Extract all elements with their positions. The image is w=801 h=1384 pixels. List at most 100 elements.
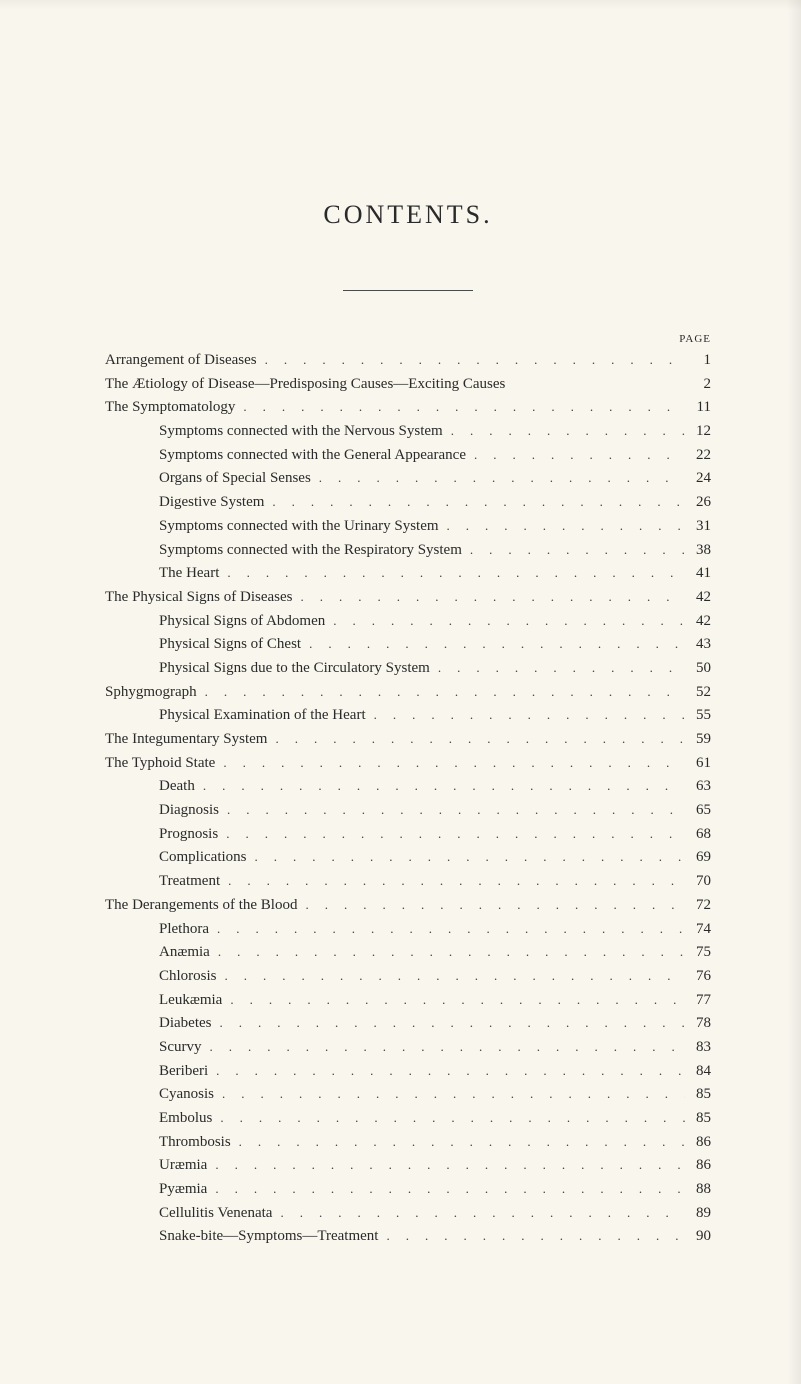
toc-entry: Scurvy..................................… — [105, 1036, 711, 1060]
toc-leader-dots: ...................................... — [195, 776, 685, 797]
toc-entry-page: 68 — [685, 823, 711, 847]
toc-entry: Leukæmia................................… — [105, 989, 711, 1013]
toc-entry-page: 76 — [685, 965, 711, 989]
toc-entry-label: Organs of Special Senses — [159, 467, 311, 491]
toc-entry-page: 86 — [685, 1131, 711, 1155]
toc-leader-dots: ...................................... — [439, 516, 685, 537]
contents-title: CONTENTS. — [105, 200, 711, 230]
toc-entry-page: 78 — [685, 1012, 711, 1036]
toc-leader-dots: ...................................... — [292, 587, 685, 608]
toc-entry: Beriberi................................… — [105, 1060, 711, 1084]
toc-leader-dots: ...................................... — [220, 871, 685, 892]
toc-leader-dots: ...................................... — [211, 1013, 685, 1034]
toc-entry-label: Symptoms connected with the General Appe… — [159, 444, 466, 468]
toc-entry: Physical Signs of Abdomen...............… — [105, 610, 711, 634]
toc-entry-page: 85 — [685, 1083, 711, 1107]
toc-entry-page: 77 — [685, 989, 711, 1013]
toc-leader-dots: ...................................... — [301, 634, 685, 655]
toc-entry: The Physical Signs of Diseases..........… — [105, 586, 711, 610]
toc-entry-page: 50 — [685, 657, 711, 681]
toc-leader-dots: ...................................... — [222, 990, 685, 1011]
toc-entry-label: Physical Signs of Chest — [159, 633, 301, 657]
toc-leader-dots: ...................................... — [311, 468, 685, 489]
toc-entry-page: 1 — [685, 349, 711, 373]
toc-leader-dots: ...................................... — [217, 966, 685, 987]
toc-leader-dots: ...................................... — [215, 753, 685, 774]
toc-leader-dots: ...................................... — [297, 895, 685, 916]
toc-entry: Snake-bite—Symptoms—Treatment...........… — [105, 1225, 711, 1249]
toc-entry-label: Symptoms connected with the Nervous Syst… — [159, 420, 443, 444]
toc-leader-dots: ...................................... — [218, 824, 685, 845]
toc-leader-dots: ...................................... — [219, 563, 685, 584]
toc-entry-page: 63 — [685, 775, 711, 799]
toc-entry-label: The Ætiology of Disease—Predisposing Cau… — [105, 373, 505, 397]
toc-entry-label: Embolus — [159, 1107, 212, 1131]
toc-entry-label: The Symptomatology — [105, 396, 235, 420]
toc-entry-label: Beriberi — [159, 1060, 208, 1084]
toc-entry-page: 2 — [685, 373, 711, 397]
toc-entry-label: Complications — [159, 846, 247, 870]
toc-leader-dots: ...................................... — [325, 611, 685, 632]
toc-entry-label: The Physical Signs of Diseases — [105, 586, 292, 610]
toc-entry: Physical Signs of Chest.................… — [105, 633, 711, 657]
toc-entry-label: Sphygmograph — [105, 681, 197, 705]
toc-entry-page: 84 — [685, 1060, 711, 1084]
toc-entry-label: Thrombosis — [159, 1131, 231, 1155]
toc-entry-page: 31 — [685, 515, 711, 539]
toc-entry: Symptoms connected with the General Appe… — [105, 444, 711, 468]
toc-entry: Sphygmograph............................… — [105, 681, 711, 705]
toc-entry-page: 86 — [685, 1154, 711, 1178]
toc-leader-dots: ...................................... — [231, 1132, 685, 1153]
toc-entry-label: Snake-bite—Symptoms—Treatment — [159, 1225, 378, 1249]
toc-entry-label: Death — [159, 775, 195, 799]
toc-entry-page: 74 — [685, 918, 711, 942]
page-column-header: PAGE — [105, 333, 711, 345]
toc-entry: The Symptomatology......................… — [105, 396, 711, 420]
toc-leader-dots: ...................................... — [430, 658, 685, 679]
toc-entry-page: 42 — [685, 610, 711, 634]
toc-leader-dots: ...................................... — [466, 445, 685, 466]
toc-entry-label: Physical Signs of Abdomen — [159, 610, 325, 634]
toc-entry: The Derangements of the Blood...........… — [105, 894, 711, 918]
toc-entry-page: 42 — [685, 586, 711, 610]
toc-leader-dots: ...................................... — [267, 729, 685, 750]
toc-entry: Anæmia..................................… — [105, 941, 711, 965]
toc-entry-label: The Heart — [159, 562, 219, 586]
toc-entry: Treatment...............................… — [105, 870, 711, 894]
toc-leader-dots: ...................................... — [207, 1179, 685, 1200]
toc-entry-page: 89 — [685, 1202, 711, 1226]
toc-entry-label: Symptoms connected with the Respiratory … — [159, 539, 462, 563]
toc-entry-label: The Integumentary System — [105, 728, 267, 752]
toc-entry: Prognosis...............................… — [105, 823, 711, 847]
toc-entry-page: 55 — [685, 704, 711, 728]
toc-entry: The Integumentary System................… — [105, 728, 711, 752]
title-divider — [343, 290, 473, 291]
toc-entry-label: Plethora — [159, 918, 209, 942]
toc-entry-label: Physical Signs due to the Circulatory Sy… — [159, 657, 430, 681]
toc-entry-page: 52 — [685, 681, 711, 705]
toc-entry-page: 85 — [685, 1107, 711, 1131]
toc-leader-dots: ...................................... — [235, 397, 685, 418]
toc-entry-page: 12 — [685, 420, 711, 444]
toc-entry-page: 65 — [685, 799, 711, 823]
toc-entry: The Ætiology of Disease—Predisposing Cau… — [105, 373, 711, 397]
toc-entry-label: Scurvy — [159, 1036, 202, 1060]
toc-entry: Digestive System........................… — [105, 491, 711, 515]
toc-entry: Chlorosis...............................… — [105, 965, 711, 989]
toc-entry-page: 83 — [685, 1036, 711, 1060]
toc-leader-dots: ...................................... — [208, 1061, 685, 1082]
toc-entry: The Heart...............................… — [105, 562, 711, 586]
toc-entry-label: Leukæmia — [159, 989, 222, 1013]
table-of-contents: Arrangement of Diseases.................… — [105, 349, 711, 1249]
toc-entry-page: 24 — [685, 467, 711, 491]
toc-entry: Death...................................… — [105, 775, 711, 799]
toc-entry-label: Cyanosis — [159, 1083, 214, 1107]
toc-leader-dots: ...................................... — [214, 1084, 685, 1105]
toc-leader-dots: ...................................... — [202, 1037, 686, 1058]
toc-entry: Embolus.................................… — [105, 1107, 711, 1131]
toc-entry: Complications...........................… — [105, 846, 711, 870]
toc-entry-label: Physical Examination of the Heart — [159, 704, 366, 728]
toc-leader-dots: ...................................... — [264, 492, 685, 513]
toc-entry-page: 72 — [685, 894, 711, 918]
toc-entry: Uræmia..................................… — [105, 1154, 711, 1178]
